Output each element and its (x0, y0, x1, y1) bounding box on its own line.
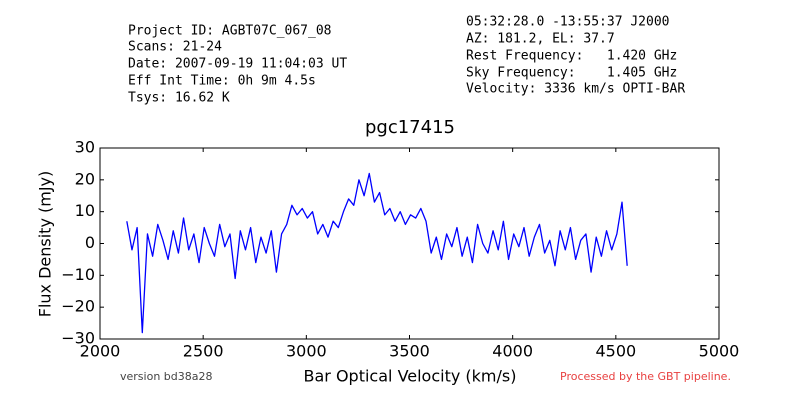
chart-title: pgc17415 (365, 117, 455, 138)
info-line: Sky Frequency: 1.405 GHz (466, 66, 677, 81)
info-line: Eff Int Time: 0h 9m 4.5s (128, 74, 316, 89)
info-line: Rest Frequency: 1.420 GHz (466, 49, 677, 64)
pipeline-note: Processed by the GBT pipeline. (560, 370, 731, 383)
y-tick-label: −20 (61, 297, 95, 316)
y-tick-label: 20 (75, 169, 95, 188)
y-tick-label: 10 (75, 201, 95, 220)
info-line: Tsys: 16.62 K (128, 91, 230, 106)
x-tick-label: 4000 (492, 342, 533, 361)
x-tick-label: 3000 (286, 342, 327, 361)
y-tick-label: −10 (61, 265, 95, 284)
info-line: 05:32:28.0 -13:55:37 J2000 (466, 15, 670, 30)
info-line: Project ID: AGBT07C_067_08 (128, 24, 332, 39)
info-line: Velocity: 3336 km/s OPTI-BAR (466, 82, 685, 97)
x-tick-label: 2000 (80, 342, 121, 361)
x-tick-label: 4500 (595, 342, 636, 361)
info-line: Date: 2007-09-19 11:04:03 UT (128, 57, 347, 72)
info-right: 05:32:28.0 -13:55:37 J2000 AZ: 181.2, EL… (466, 15, 685, 97)
x-tick-label: 2500 (183, 342, 224, 361)
y-tick-label: −30 (61, 329, 95, 348)
x-axis-label: Bar Optical Velocity (km/s) (304, 367, 517, 386)
y-axis-label: Flux Density (mJy) (36, 171, 55, 318)
x-tick-label: 3500 (389, 342, 430, 361)
version-note: version bd38a28 (120, 370, 213, 383)
plot-frame (99, 147, 720, 340)
info-line: AZ: 181.2, EL: 37.7 (466, 32, 615, 47)
info-line: Scans: 21-24 (128, 40, 222, 55)
y-tick-label: 0 (85, 233, 95, 252)
y-tick-label: 30 (75, 138, 95, 157)
info-left: Project ID: AGBT07C_067_08 Scans: 21-24 … (128, 24, 347, 106)
spectrum-line (126, 172, 628, 334)
x-tick-label: 5000 (699, 342, 740, 361)
